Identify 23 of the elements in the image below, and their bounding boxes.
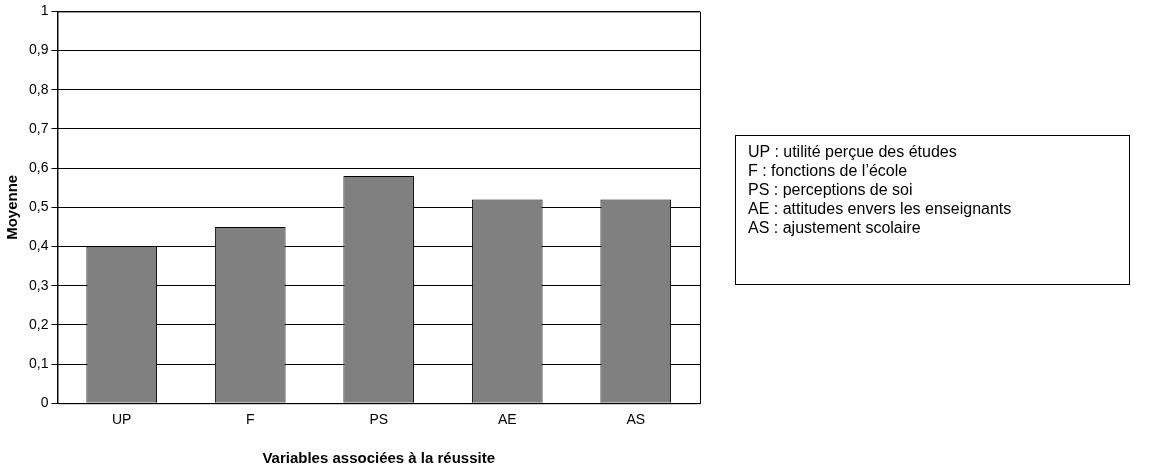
x-axis-title: Variables associées à la réussite xyxy=(262,449,496,467)
text: AS : ajustement scolaire xyxy=(748,218,922,237)
y-tick-label: 0,6 xyxy=(28,158,49,175)
x-tick-label: F xyxy=(245,411,255,428)
x-tick-label: AE xyxy=(497,411,517,428)
text: F : fonctions de l’école xyxy=(748,161,909,180)
y-tick-label: 0,3 xyxy=(28,276,49,293)
y-axis-title: Moyenne xyxy=(3,174,21,240)
y-tick-label: 0,7 xyxy=(28,119,49,136)
y-tick-label: 0,5 xyxy=(28,198,49,215)
y-tick-label: 0 xyxy=(40,394,49,411)
y-tick-label: 0,4 xyxy=(28,237,49,254)
text: PS : perceptions de soi xyxy=(748,180,914,199)
x-tick-label: PS xyxy=(369,411,389,428)
text: UP : utilité perçue des études xyxy=(748,142,958,161)
y-tick-label: 1 xyxy=(40,2,49,19)
text: AE : attitudes envers les enseignants xyxy=(748,199,1013,218)
y-tick-label: 0,8 xyxy=(28,80,49,97)
y-tick-label: 0,9 xyxy=(28,41,49,58)
y-tick-label: 0,1 xyxy=(28,354,49,371)
x-tick-label: AS xyxy=(626,411,646,428)
y-tick-label: 0,2 xyxy=(28,315,49,332)
x-tick-label: UP xyxy=(111,411,132,428)
